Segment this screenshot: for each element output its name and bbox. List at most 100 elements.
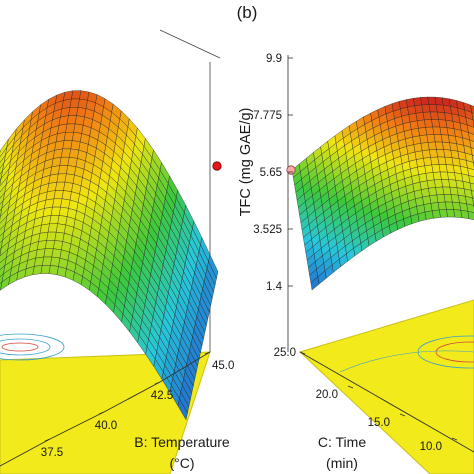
surface-cell	[416, 158, 425, 168]
left-x-axis-ticks: 45.042.540.037.535.0	[0, 351, 234, 467]
axis-line	[49, 411, 105, 440]
surface-cell	[431, 209, 441, 219]
surface-cell	[466, 124, 474, 135]
surface-cell	[69, 148, 80, 159]
panel-label: (b)	[237, 3, 258, 22]
tick-label: 37.5	[41, 447, 63, 459]
right-z-axis-ticks: 9.9 7.775 5.65 3.525 1.4	[253, 53, 293, 293]
surface-cell	[0, 178, 2, 186]
surface-cell	[414, 150, 424, 160]
surface-cell	[71, 131, 82, 142]
surface-cell	[417, 211, 427, 222]
surface-cell	[54, 231, 65, 242]
surface-cell	[58, 165, 69, 175]
surface-cell	[424, 210, 434, 220]
surface-cell	[468, 132, 474, 142]
right-contour-base	[299, 299, 474, 474]
tick-mark	[347, 385, 354, 389]
surface-cell	[409, 120, 419, 130]
surface-cell	[466, 160, 474, 170]
surface-cell	[46, 231, 57, 241]
contour-line	[339, 350, 474, 373]
surface-cell	[421, 104, 431, 113]
surface-cell	[427, 96, 437, 105]
surface-cell	[55, 223, 66, 234]
surface-cell	[48, 265, 59, 275]
tick-label: 10.0	[420, 441, 442, 453]
tick-label: 9.9	[266, 53, 282, 65]
surface-cell	[61, 190, 72, 201]
surface-cell	[439, 171, 449, 180]
tick-label: 25.0	[274, 347, 296, 359]
surface-cell	[430, 202, 440, 211]
left-response-surface	[0, 90, 219, 421]
surface-cell	[432, 126, 442, 135]
right-x-axis-unit: (min)	[326, 455, 358, 471]
surface-cell	[57, 215, 68, 226]
surface-cell	[76, 107, 87, 118]
surface-cell	[49, 215, 60, 224]
axis-line	[159, 351, 211, 383]
surface-cell	[471, 112, 474, 121]
tick-label: 1.4	[266, 281, 283, 293]
surface-cell	[422, 195, 432, 205]
surface-cell	[418, 127, 428, 136]
surface-cell	[421, 149, 431, 159]
surface-cell	[65, 123, 76, 133]
surface-cell	[421, 188, 430, 198]
contour-line	[435, 341, 474, 363]
surface-cell	[51, 248, 62, 259]
tick-mark	[451, 437, 458, 441]
right-x-axis-title: C: Time	[318, 434, 366, 450]
surface-cell	[77, 98, 88, 109]
tick-mark	[399, 413, 406, 417]
surface-cell	[466, 203, 474, 213]
tick-label: 5.65	[260, 167, 282, 179]
surface-cell	[444, 201, 454, 210]
surface-cell	[412, 135, 422, 145]
surface-cell	[50, 256, 61, 267]
tick-label: 7.775	[253, 110, 282, 122]
surface-cell	[465, 117, 474, 128]
surface-cell	[71, 90, 82, 100]
surface-cell	[467, 167, 474, 178]
left-x-axis-title: B: Temperature	[134, 434, 230, 450]
tick-label: 40.0	[95, 420, 117, 432]
surface-cell	[470, 147, 474, 156]
surface-cell	[420, 142, 430, 151]
left-surface-plot: 45.042.540.037.535.0 B: Temperature (°C)	[0, 29, 234, 474]
surface-cell	[406, 98, 415, 108]
surface-cell	[74, 115, 85, 126]
surface-cell	[419, 180, 429, 190]
surface-cell	[58, 206, 69, 217]
surface-cell	[469, 182, 474, 192]
surface-cell	[53, 240, 64, 250]
surface-cell	[55, 181, 66, 191]
surface-cell	[437, 156, 447, 165]
surface-cell	[470, 104, 474, 114]
right-design-point	[286, 165, 296, 175]
surface-cell	[429, 149, 438, 158]
axis-line	[299, 351, 474, 453]
surface-cell	[431, 164, 441, 173]
surface-cell	[424, 164, 434, 174]
surface-cell	[426, 179, 436, 189]
right-surface-plot: 9.9 7.775 5.65 3.525 1.4 TFC (mg GAE/g) 25.0…	[238, 53, 474, 474]
tick-label: 20.0	[316, 389, 338, 401]
surface-cell	[70, 140, 81, 151]
surface-cell	[408, 113, 418, 123]
right-response-surface	[291, 96, 474, 291]
surface-cell	[407, 105, 417, 115]
contour-line	[0, 338, 51, 356]
surface-cell	[467, 211, 474, 221]
left-contour-lines	[0, 333, 65, 361]
surface-cell	[434, 141, 444, 150]
surface-cell	[429, 111, 439, 120]
left-contour-base	[0, 351, 211, 474]
left-x-axis-unit: (°C)	[169, 455, 194, 471]
surface-cell	[411, 128, 420, 138]
tick-label: 15.0	[368, 417, 390, 429]
surface-cell	[417, 165, 427, 175]
surface-cell	[42, 256, 53, 266]
